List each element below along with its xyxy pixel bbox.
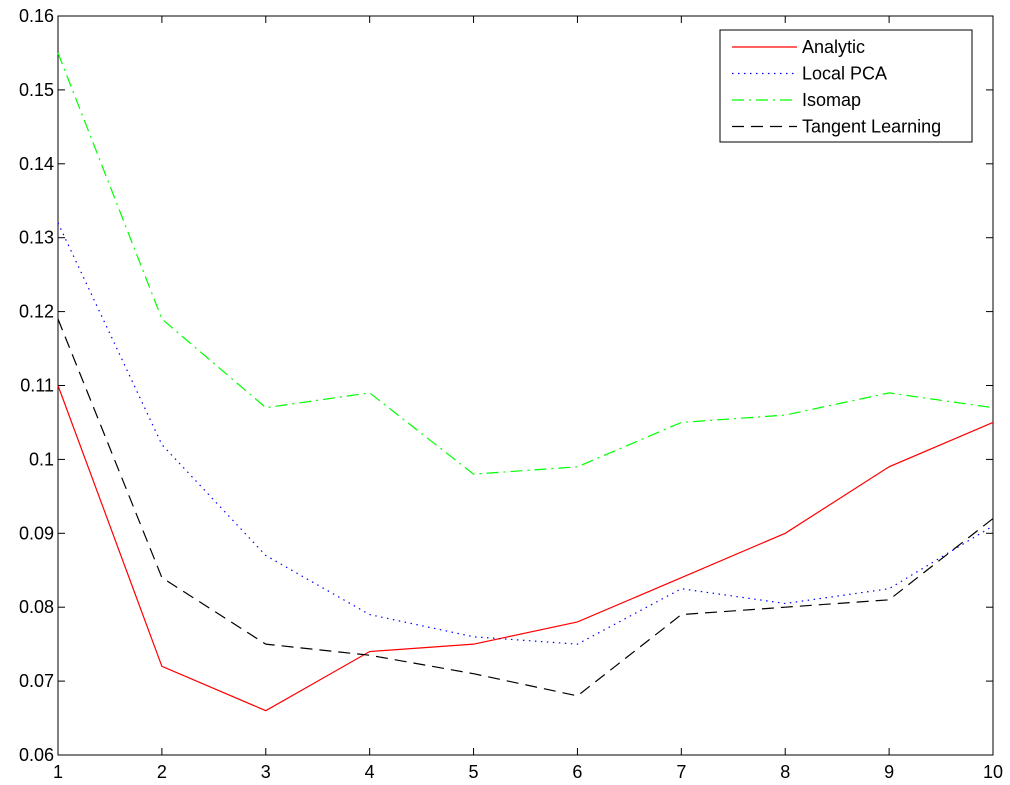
legend-box: [719, 29, 973, 143]
y-tick-label: 0.09: [19, 523, 54, 543]
series-layer: [57, 52, 994, 712]
y-tick-label: 0.15: [19, 80, 54, 100]
y-tick-label: 0.14: [19, 154, 54, 174]
x-tick-label: 2: [157, 762, 167, 782]
x-tick-label: 3: [261, 762, 271, 782]
legend-label-local-pca: Local PCA: [802, 64, 887, 84]
x-tick-label: 1: [53, 762, 63, 782]
series-line-analytic: [57, 385, 994, 712]
axis-ticks: 1 2 3 4 5 6 7 8 9 10 0.06 0.07 0.08 0.09 0.1 0.11 0.12 0.…: [19, 6, 1003, 782]
y-tick-label: 0.07: [19, 671, 54, 691]
x-tick-label: 7: [676, 762, 686, 782]
x-tick-label: 6: [572, 762, 582, 782]
x-tick-label: 4: [365, 762, 375, 782]
x-tick-label: 8: [780, 762, 790, 782]
x-tick-label: 5: [469, 762, 479, 782]
y-tick-label: 0.13: [19, 228, 54, 248]
legend: Analytic Local PCA Isomap Tangent Learning: [719, 29, 973, 143]
legend-label-isomap: Isomap: [802, 90, 861, 110]
y-tick-label: 0.16: [19, 6, 54, 26]
y-tick-label: 0.12: [19, 302, 54, 322]
y-tick-label: 0.08: [19, 597, 54, 617]
y-tick-label: 0.11: [20, 376, 54, 396]
legend-label-tangent-learning: Tangent Learning: [802, 117, 941, 137]
x-tick-label: 9: [884, 762, 894, 782]
series-line-isomap: [57, 52, 994, 475]
x-tick-label: 10: [983, 762, 1003, 782]
series-line-tangent-learning: [57, 318, 994, 697]
y-tick-label: 0.1: [29, 449, 54, 469]
legend-label-analytic: Analytic: [802, 37, 865, 57]
y-tick-label: 0.06: [19, 745, 54, 765]
